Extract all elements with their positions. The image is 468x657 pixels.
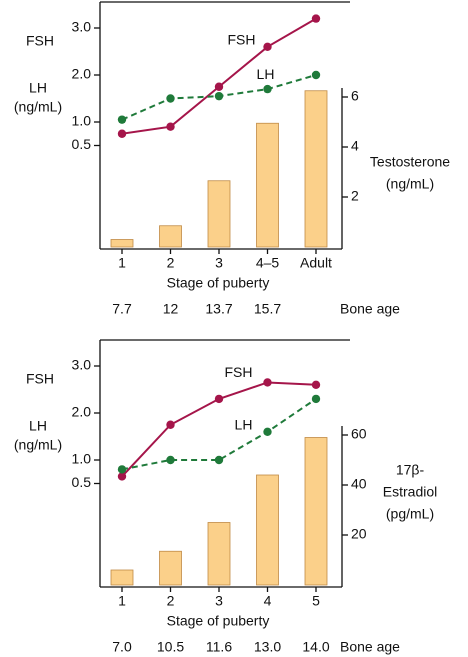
series-point — [263, 84, 272, 94]
series-point — [311, 14, 321, 23]
series-point — [214, 455, 224, 465]
left-axis-label: FSH — [26, 33, 54, 49]
series-point — [166, 94, 175, 103]
y2-tick-label: 6 — [351, 88, 359, 104]
y-tick-label: 1.0 — [72, 113, 92, 129]
series-line — [121, 17, 317, 135]
x-tick-label: 2 — [167, 255, 175, 271]
left-axis-label: LH — [29, 80, 47, 96]
series-point — [311, 380, 321, 389]
y-tick-label: 0.5 — [72, 136, 92, 152]
series-point — [117, 465, 127, 474]
series-label: LH — [235, 417, 253, 433]
bone-age-label: Bone age — [340, 639, 400, 655]
y-tick-label: 3.0 — [72, 19, 92, 35]
series-point — [311, 70, 321, 80]
bar — [110, 569, 134, 586]
x-axis-label: Stage of puberty — [167, 275, 270, 291]
series-line — [121, 398, 317, 471]
x-tick-label: 1 — [118, 593, 126, 609]
bar — [207, 180, 231, 248]
right-axis-label: (ng/mL) — [386, 176, 434, 192]
y-tick-label: 0.5 — [72, 474, 92, 490]
series-point — [263, 42, 272, 51]
x-tick-label: 2 — [167, 593, 175, 609]
bone-age: 13.0 — [254, 639, 281, 655]
y-tick-label: 3.0 — [72, 357, 92, 373]
x-tick-label: 1 — [118, 255, 126, 271]
series-point — [117, 115, 127, 124]
series-label: FSH — [228, 32, 256, 48]
bar — [304, 437, 328, 586]
series-point — [214, 82, 224, 91]
y2-tick-label: 40 — [351, 476, 367, 492]
bar — [159, 225, 182, 248]
bar — [256, 122, 279, 248]
bone-age: 7.7 — [112, 301, 132, 317]
x-tick-label: Adult — [300, 255, 332, 271]
y-tick-label: 2.0 — [72, 404, 92, 420]
right-axis-label: 17β- — [396, 462, 425, 478]
bone-age: 15.7 — [254, 301, 281, 317]
right-axis-label: (pg/mL) — [386, 506, 434, 522]
right-axis-label: Testosterone — [370, 154, 450, 170]
series-point — [117, 472, 127, 481]
right-axis-label: Estradiol — [383, 484, 437, 500]
x-tick-label: 3 — [215, 593, 223, 609]
series-point — [263, 427, 272, 436]
series-point — [166, 420, 175, 429]
y2-tick-label: 4 — [351, 138, 359, 154]
series-point — [214, 91, 224, 101]
bone-age: 12 — [163, 301, 179, 317]
series-point — [117, 129, 127, 138]
series-point — [214, 394, 224, 404]
series-point — [166, 455, 175, 465]
left-axis-label: FSH — [26, 371, 54, 387]
series-point — [166, 122, 175, 131]
y-tick-label: 2.0 — [72, 66, 92, 82]
y2-tick-label: 2 — [351, 188, 359, 204]
left-axis-label: (ng/mL) — [14, 437, 62, 453]
bone-age: 11.6 — [206, 639, 232, 655]
y-tick-label: 1.0 — [72, 451, 92, 467]
bar — [256, 474, 279, 586]
bone-age: 10.5 — [157, 639, 184, 655]
bone-age-label: Bone age — [340, 301, 400, 317]
series-point — [263, 378, 272, 387]
x-tick-label: 5 — [312, 593, 320, 609]
x-tick-label: 3 — [215, 255, 223, 271]
bar — [110, 239, 134, 248]
x-axis-label: Stage of puberty — [167, 613, 270, 629]
bar — [304, 90, 328, 248]
bar — [159, 550, 182, 586]
y2-tick-label: 20 — [351, 526, 367, 542]
bar — [207, 522, 231, 586]
left-axis-label: (ng/mL) — [14, 99, 62, 115]
series-point — [311, 394, 321, 404]
bone-age: 13.7 — [205, 301, 232, 317]
bone-age: 7.0 — [112, 639, 132, 655]
bone-age: 14.0 — [302, 639, 329, 655]
series-label: FSH — [225, 364, 253, 380]
series-label: LH — [257, 66, 275, 82]
y2-tick-label: 60 — [351, 426, 367, 442]
left-axis-label: LH — [29, 418, 47, 434]
x-tick-label: 4–5 — [256, 255, 280, 271]
x-tick-label: 4 — [264, 593, 272, 609]
